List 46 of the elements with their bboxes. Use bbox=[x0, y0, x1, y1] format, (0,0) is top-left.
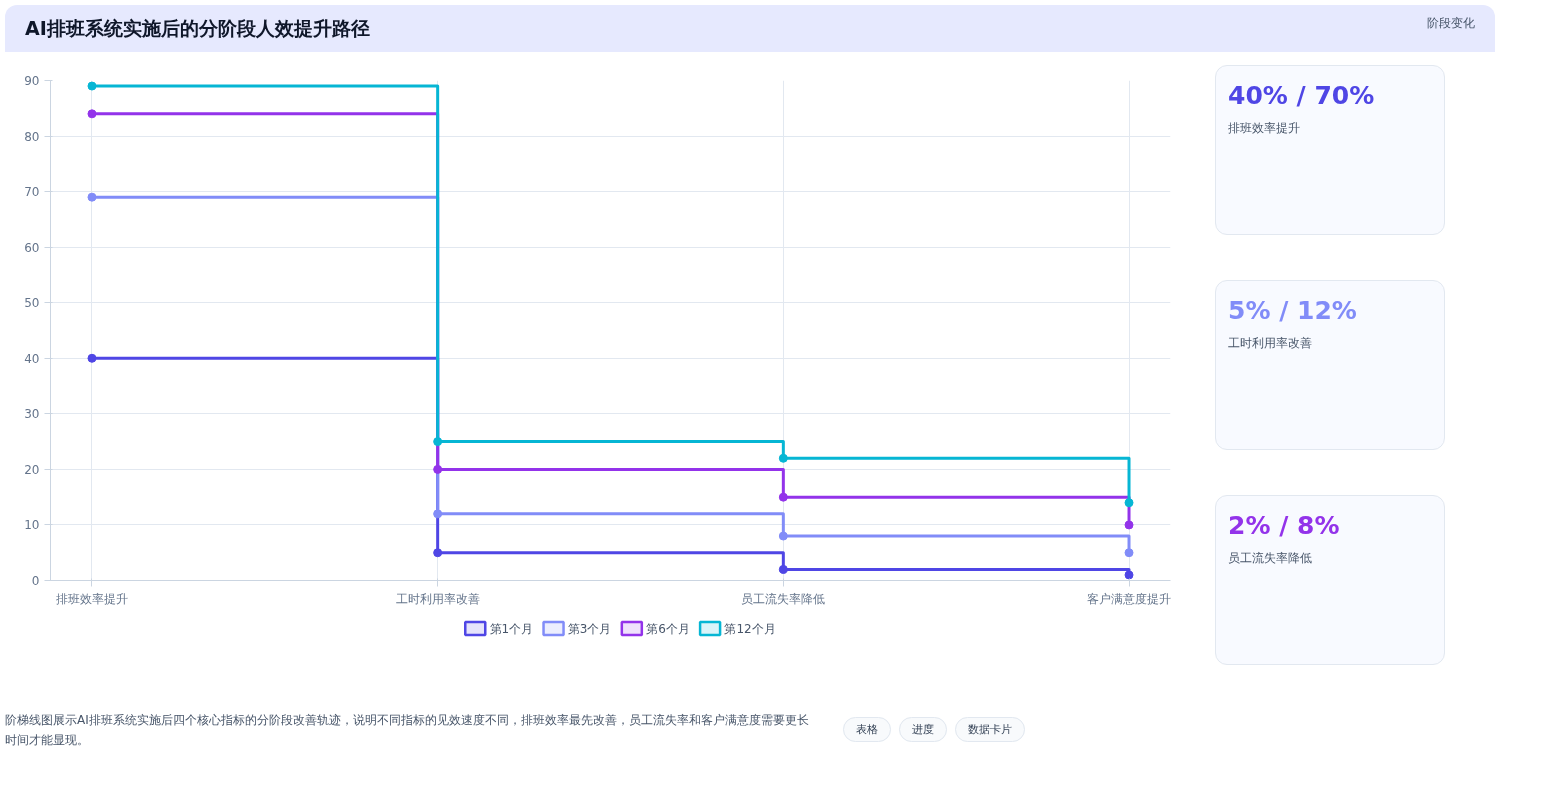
text: 2% / 8% bbox=[1228, 510, 1341, 542]
point bbox=[778, 564, 788, 574]
y-tick-label: 40 bbox=[24, 351, 40, 366]
y-tick-label: 90 bbox=[24, 74, 40, 88]
point bbox=[1124, 570, 1134, 580]
point bbox=[87, 353, 97, 363]
x-tick-label: 排班效率提升 bbox=[55, 591, 128, 606]
y-tick-label: 60 bbox=[24, 240, 40, 255]
point bbox=[433, 464, 443, 474]
point bbox=[1124, 498, 1134, 508]
y-tick-label: 20 bbox=[24, 462, 40, 477]
text: 阶段变化 bbox=[1427, 15, 1475, 32]
y-tick-label: 50 bbox=[24, 296, 40, 311]
legend-label: 第6个月 bbox=[646, 621, 690, 636]
point bbox=[87, 81, 97, 91]
text: 排班效率提升 bbox=[1228, 119, 1301, 137]
point bbox=[1124, 548, 1134, 558]
point bbox=[433, 509, 443, 519]
point bbox=[778, 492, 788, 502]
y-tick-label: 10 bbox=[24, 518, 40, 533]
text: 员工流失率降低 bbox=[1228, 549, 1313, 567]
x-tick-label: 员工流失率降低 bbox=[741, 591, 826, 606]
text: 工时利用率改善 bbox=[1228, 334, 1313, 352]
y-tick-label: 80 bbox=[24, 129, 40, 144]
point bbox=[1124, 520, 1134, 530]
y-tick-label: 30 bbox=[24, 407, 40, 422]
text: 数据卡片 bbox=[955, 717, 1025, 743]
text: 表格 bbox=[843, 717, 891, 743]
chart-title: AI排班系统实施后的分阶段人效提升路径 bbox=[25, 16, 370, 41]
text: 5% / 12% bbox=[1228, 295, 1358, 327]
text: 进度 bbox=[899, 717, 947, 743]
text: 阶梯线图展示AI排班系统实施后四个核心指标的分阶段改善轨迹，说明不同指标的见效速度不同，排班效率最先改善，员工流失率和客户满意度需要更长时间才能显现。 bbox=[5, 712, 810, 749]
point bbox=[433, 437, 443, 447]
point bbox=[433, 548, 443, 558]
point bbox=[778, 531, 788, 541]
point bbox=[87, 192, 97, 202]
legend-label: 第3个月 bbox=[567, 621, 612, 636]
x-tick-label: 工时利用率改善 bbox=[395, 591, 480, 606]
y-tick-label: 70 bbox=[24, 185, 40, 200]
text: 40% / 70% bbox=[1228, 80, 1376, 112]
point bbox=[87, 109, 97, 119]
x-tick-label: 客户满意度提升 bbox=[1087, 591, 1172, 606]
legend-label: 第1个月 bbox=[489, 621, 534, 636]
point bbox=[778, 453, 788, 463]
y-tick-label: 0 bbox=[31, 574, 40, 588]
legend-label: 第12个月 bbox=[724, 621, 776, 636]
